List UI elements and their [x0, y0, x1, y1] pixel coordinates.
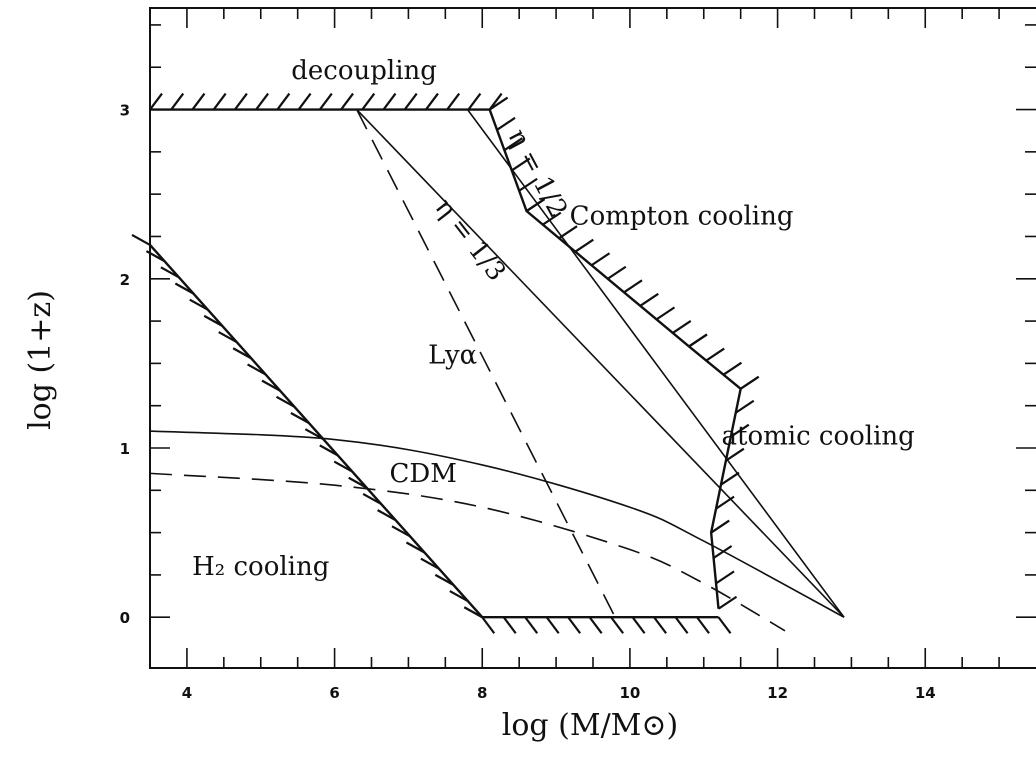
- hatch-mark: [481, 616, 496, 634]
- hatch-mark: [712, 545, 733, 559]
- annotation: Lyα: [428, 340, 477, 370]
- hatch-mark: [542, 211, 562, 226]
- annotation: H₂ cooling: [192, 552, 329, 582]
- hatch-mark: [467, 92, 482, 111]
- hatch-mark: [631, 616, 646, 634]
- x-tick-label: 12: [767, 684, 788, 702]
- x-tick-label: 6: [329, 684, 339, 702]
- hatch-mark: [740, 375, 760, 390]
- hatch-mark: [191, 92, 206, 111]
- boundary-compton-cooling: [488, 109, 742, 390]
- y-tick-label: 0: [120, 609, 130, 627]
- hatch-mark: [503, 137, 524, 152]
- y-axis-label: log (1+z): [23, 290, 58, 430]
- series-ly-: [356, 109, 616, 618]
- hatch-mark: [710, 519, 730, 534]
- hatch-mark: [735, 399, 755, 414]
- hatch-mark: [717, 616, 732, 634]
- hatch-mark: [588, 616, 603, 634]
- hatch-mark: [297, 92, 312, 111]
- annotation: decoupling: [291, 56, 437, 86]
- series--1-3: [356, 108, 845, 618]
- hatch-mark: [361, 92, 376, 111]
- series-cdm: [149, 430, 845, 618]
- x-tick-label: 10: [619, 684, 640, 702]
- hatch-mark: [502, 616, 517, 634]
- hatch-mark: [318, 92, 333, 111]
- hatch-mark: [131, 233, 151, 246]
- y-tick-label: 2: [120, 271, 130, 289]
- hatch-mark: [653, 616, 667, 634]
- boundary-lines: [149, 108, 742, 619]
- hatch-mark: [655, 306, 676, 321]
- hatch-mark: [725, 447, 745, 462]
- hatch-mark: [574, 238, 594, 253]
- hatch-mark: [149, 92, 163, 111]
- annotation: CDM: [389, 459, 456, 489]
- hatch-mark: [518, 177, 538, 192]
- hatch-mark: [607, 265, 627, 280]
- hatch-mark: [524, 616, 539, 634]
- x-tick-label: 14: [915, 684, 936, 702]
- series-dashed-cdm: [149, 472, 786, 632]
- x-axis-label: log (M/M⊙): [502, 708, 678, 743]
- hatch-mark: [545, 616, 560, 634]
- hatch-mark: [730, 423, 750, 438]
- hatch-mark: [212, 92, 227, 111]
- boundary-atomic-cooling: [709, 388, 742, 609]
- hatch-mark: [720, 471, 740, 486]
- hatch-mark: [488, 92, 503, 111]
- hatch-mark: [340, 92, 354, 111]
- hatch-mark: [525, 198, 546, 212]
- hatch-mark: [590, 252, 611, 267]
- annotation: atomic cooling: [722, 422, 915, 452]
- boundary-h-cooling: [149, 244, 484, 619]
- series--1-2: [466, 109, 845, 618]
- hatch-mark: [717, 595, 738, 610]
- hatch-mark: [276, 92, 291, 111]
- hatch-mark: [446, 92, 461, 111]
- hatch-mark: [672, 320, 692, 334]
- hatch-mark: [610, 616, 625, 634]
- hatch-mark: [255, 92, 270, 111]
- hatch-mark: [489, 96, 509, 111]
- y-tick-label: 3: [120, 102, 130, 120]
- hatch-mark: [623, 279, 643, 294]
- hatch-mark: [382, 92, 397, 111]
- hatch-mark: [688, 333, 708, 348]
- hatch-mark: [696, 616, 710, 634]
- hatch-mark: [170, 92, 185, 111]
- hatch-mark: [511, 157, 531, 172]
- hatch-mark: [234, 92, 248, 111]
- x-tick-label: 4: [182, 684, 192, 702]
- annotation: η = 1/3: [429, 193, 512, 287]
- axis-ticks: [150, 8, 1036, 668]
- hatch-mark: [496, 116, 516, 131]
- hatch-mark: [705, 347, 725, 362]
- hatch-mark: [715, 570, 735, 585]
- x-tick-label: 8: [477, 684, 487, 702]
- hatch-mark: [674, 616, 689, 634]
- series-lines: [149, 108, 845, 632]
- hatch-mark: [567, 616, 582, 634]
- annotation: Compton cooling: [570, 202, 794, 232]
- hatch-mark: [639, 292, 659, 307]
- hatch-mark: [722, 361, 743, 376]
- y-tick-label: 1: [120, 440, 130, 458]
- hatch-mark: [403, 92, 418, 111]
- hatch-mark: [425, 92, 439, 111]
- plot-frame: [149, 7, 1036, 669]
